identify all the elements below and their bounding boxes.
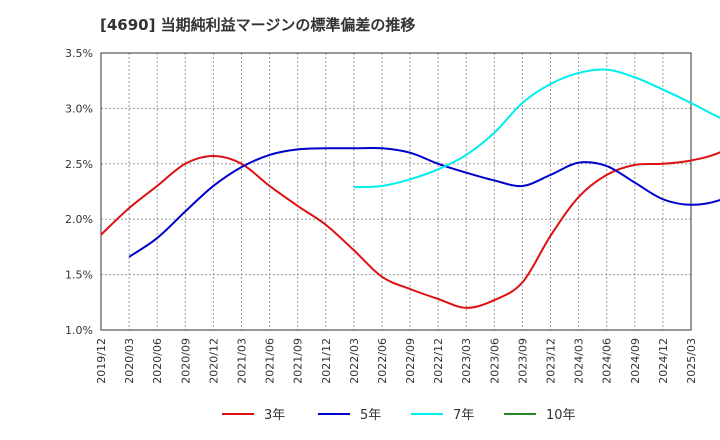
y-tick-label: 3.0% (65, 102, 93, 115)
x-tick-label: 2023/09 (516, 338, 529, 384)
legend-label: 5年 (360, 408, 381, 423)
x-tick-label: 2024/03 (573, 338, 586, 384)
legend-label: 7年 (453, 408, 474, 423)
x-tick-label: 2022/12 (432, 338, 445, 384)
x-tick-label: 2022/09 (404, 338, 417, 384)
x-tick-label: 2022/06 (376, 338, 389, 384)
x-tick-label: 2020/06 (151, 338, 164, 384)
plot-frame (100, 52, 692, 331)
chart-title: [4690] 当期純利益マージンの標準偏差の推移 (100, 16, 415, 34)
x-tick-label: 2019/12 (95, 338, 108, 384)
x-tick-label: 2020/12 (207, 338, 220, 384)
x-tick-label: 2021/12 (320, 338, 333, 384)
series-line-3 (353, 68, 720, 189)
x-tick-label: 2023/03 (460, 338, 473, 384)
x-tick-label: 2021/06 (264, 338, 277, 384)
x-tick-label: 2021/09 (292, 338, 305, 384)
legend: 3年 5年 7年 10年 (222, 408, 576, 423)
series-lines (100, 68, 720, 309)
x-tick-label: 2024/06 (601, 338, 614, 384)
y-tick-label: 2.0% (65, 213, 93, 226)
x-tick-label: 2021/03 (235, 338, 248, 384)
legend-label: 3年 (264, 408, 285, 423)
grid (100, 52, 692, 331)
axes: 1.0% 1.5% 2.0% 2.5% 3.0% 3.5% 2019/12 2020/03 20… (65, 47, 698, 384)
x-tick-label: 2022/03 (348, 338, 361, 384)
x-tick-label: 2023/06 (488, 338, 501, 384)
x-tick-label: 2025/03 (685, 338, 698, 384)
x-tick-label: 2024/12 (657, 338, 670, 384)
x-tick-label: 2020/09 (179, 338, 192, 384)
y-tick-label: 1.5% (65, 269, 93, 282)
y-tick-label: 3.5% (65, 47, 93, 60)
x-tick-label: 2023/12 (545, 338, 558, 384)
plot-area (101, 53, 691, 330)
series-line-1 (100, 151, 720, 309)
legend-label: 10年 (546, 408, 576, 423)
y-tick-label: 1.0% (65, 324, 93, 337)
x-tick-label: 2020/03 (123, 338, 136, 384)
x-tick-label: 2024/09 (629, 338, 642, 384)
y-tick-label: 2.5% (65, 158, 93, 171)
series-line-2 (128, 146, 720, 258)
